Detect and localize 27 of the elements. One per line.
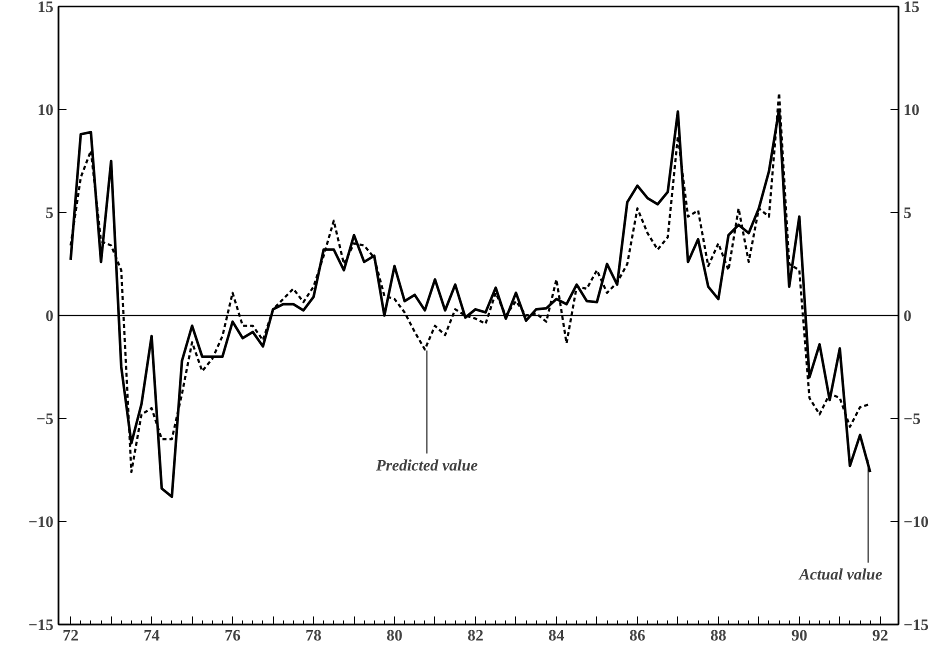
y-tick-label: −5 <box>36 411 54 428</box>
annotation: Actual value <box>798 566 882 584</box>
x-tick-label: 78 <box>306 628 322 644</box>
y-tick-label: −15 <box>28 617 54 634</box>
x-tick-label: 80 <box>386 628 402 644</box>
x-tick-label: 92 <box>872 628 888 644</box>
y2-tick-label: −15 <box>904 617 929 634</box>
x-tick-label: 90 <box>791 628 808 644</box>
x-tick-label: 72 <box>62 628 79 644</box>
y2-tick-label: 5 <box>904 205 912 222</box>
x-tick-label: 86 <box>629 628 646 644</box>
y-tick-label: 15 <box>38 0 54 16</box>
y-tick-label: 10 <box>38 102 54 119</box>
annotation: Predicted value <box>375 458 478 475</box>
x-tick-label: 88 <box>710 628 726 644</box>
x-tick-label: 74 <box>144 628 160 644</box>
y-tick-label: −10 <box>28 514 54 531</box>
x-tick-label: 76 <box>224 628 241 644</box>
y-tick-label: 0 <box>46 308 54 325</box>
x-tick-label: 82 <box>467 628 484 644</box>
y2-tick-label: 10 <box>904 102 920 119</box>
x-tick-label: 84 <box>548 628 564 644</box>
y2-tick-label: 15 <box>904 0 920 16</box>
y2-tick-label: −5 <box>904 411 921 428</box>
y-tick-label: 5 <box>46 205 54 222</box>
y2-tick-label: −10 <box>904 514 929 531</box>
y2-tick-label: 0 <box>904 308 912 325</box>
